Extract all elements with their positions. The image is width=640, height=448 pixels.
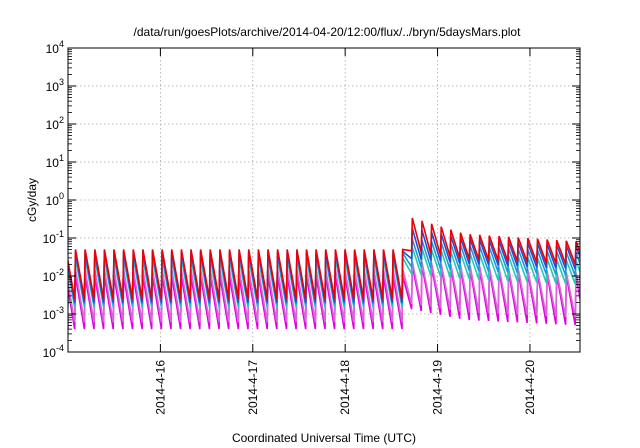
plot-series — [68, 217, 580, 330]
y-tick-label: 10-2 — [43, 267, 64, 284]
series-line — [68, 217, 580, 300]
y-tick-label: 102 — [46, 115, 64, 132]
y-tick-label: 10-3 — [43, 305, 64, 322]
x-tick-labels: 2014-4-16 2014-4-17 2014-4-18 2014-4-19 2014… — [153, 360, 537, 415]
y-axis-label: cGy/day — [25, 178, 39, 222]
grid — [68, 48, 580, 352]
y-tick-label: 10-4 — [43, 343, 64, 360]
chart-title: /data/run/goesPlots/archive/2014-04-20/1… — [134, 25, 522, 39]
y-tick-label: 104 — [46, 39, 64, 56]
y-tick-labels: 10-4 10-3 10-2 10-1 100 101 102 103 104 — [43, 39, 64, 360]
x-tick-label: 2014-4-20 — [523, 360, 537, 415]
x-tick-label: 2014-4-17 — [246, 360, 260, 415]
y-tick-label: 100 — [46, 191, 64, 208]
x-axis-label: Coordinated Universal Time (UTC) — [232, 431, 416, 445]
x-tick-label: 2014-4-16 — [153, 360, 167, 415]
ticks — [68, 47, 580, 353]
y-tick-label: 101 — [46, 153, 64, 170]
y-tick-label: 10-1 — [43, 229, 64, 246]
y-tick-label: 103 — [46, 77, 64, 94]
x-tick-label: 2014-4-19 — [431, 360, 445, 415]
x-tick-label: 2014-4-18 — [338, 360, 352, 415]
